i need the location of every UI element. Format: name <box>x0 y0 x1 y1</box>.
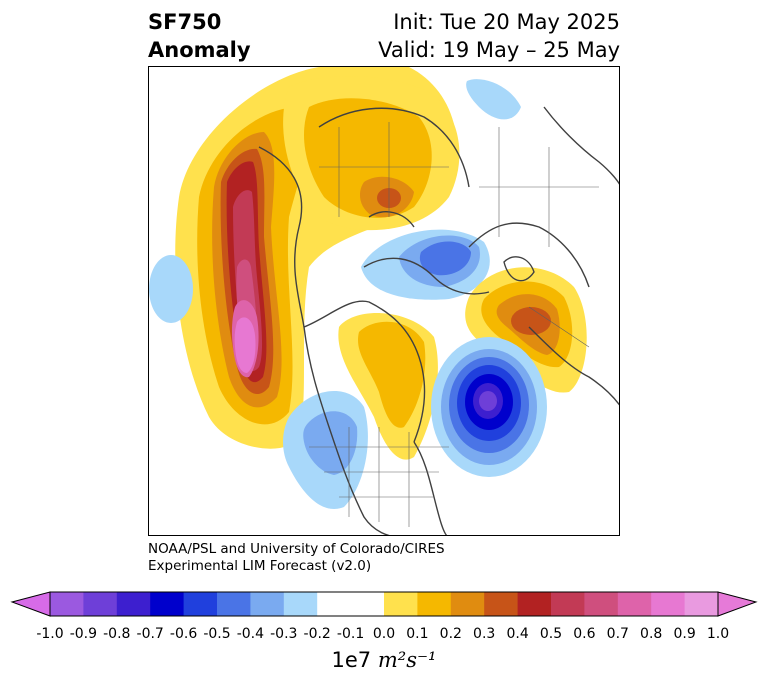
colorbar-tick-label: -0.8 <box>103 626 131 642</box>
colorbar-tick-label: -0.2 <box>303 626 331 642</box>
colorbar-tick-label: 0.6 <box>573 626 596 642</box>
colorbar-tick-label: -0.6 <box>169 626 198 642</box>
coastlines <box>258 106 619 535</box>
colorbar-cell <box>517 592 552 616</box>
negative-anomaly-west <box>149 255 193 323</box>
negative-anomaly-us <box>283 390 368 509</box>
colorbar-cell <box>116 592 151 616</box>
colorbar-tick-label: 0.8 <box>640 626 663 642</box>
unit-prefix: 1e7 <box>331 648 372 672</box>
colorbar-extend-low <box>10 591 51 617</box>
colorbar-cell <box>684 592 719 616</box>
colorbar-tick-label: -0.7 <box>136 626 164 642</box>
colorbar-cell <box>317 592 352 616</box>
colorbar-extend-high <box>717 591 758 617</box>
political-borders <box>309 122 599 527</box>
title-left: SF750 Anomaly <box>148 8 251 64</box>
colorbar-tick-label: -0.1 <box>336 626 365 642</box>
unit-label: m²s⁻¹ <box>377 648 437 672</box>
positive-anomaly-arctic <box>283 76 460 231</box>
credit-line-2: Experimental LIM Forecast (v2.0) <box>148 558 372 574</box>
colorbar-tick-label: 0.9 <box>673 626 696 642</box>
colorbar-tick-label: 0.5 <box>539 626 563 642</box>
colorbar-cell <box>83 592 118 616</box>
map-panel <box>148 66 620 536</box>
colorbar-tick-label: -1.0 <box>36 626 64 642</box>
colorbar-outline <box>49 591 719 617</box>
positive-anomaly-europe <box>465 267 587 393</box>
anomaly-map <box>149 67 619 535</box>
colorbar-cell <box>417 592 452 616</box>
colorbar-tick-label: -0.3 <box>270 626 298 642</box>
colorbar-tick-label: 0.3 <box>473 626 496 642</box>
colorbar-cell <box>50 592 84 616</box>
credit: NOAA/PSL and University of Colorado/CIRE… <box>148 541 445 575</box>
colorbar-cell <box>484 592 519 616</box>
credit-line-1: NOAA/PSL and University of Colorado/CIRE… <box>148 541 445 557</box>
colorbar-cell <box>617 592 652 616</box>
colorbar-cell <box>283 592 318 616</box>
colorbar-tick-label: 0.1 <box>406 626 429 642</box>
colorbar-tick-label: -0.5 <box>203 626 231 642</box>
colorbar-cell <box>450 592 485 616</box>
colorbar-tick-label: 0.2 <box>439 626 462 642</box>
colorbar-cell <box>551 592 585 616</box>
colorbar-units: 1e7 m²s⁻¹ <box>0 648 768 672</box>
valid-range: Valid: 19 May – 25 May <box>378 38 620 62</box>
colorbar-cell <box>651 592 686 616</box>
colorbar-cells <box>50 592 719 616</box>
colorbar-cell <box>350 592 385 616</box>
negative-anomaly-greenland <box>361 79 521 300</box>
field-type: Anomaly <box>148 38 251 62</box>
title-right: Init: Tue 20 May 2025 Valid: 19 May – 25… <box>378 8 620 64</box>
colorbar-cell <box>217 592 251 616</box>
colorbar-cell <box>584 592 619 616</box>
colorbar-tick-label: 1.0 <box>706 626 730 642</box>
colorbar-cell <box>183 592 218 616</box>
colorbar-cell <box>250 592 285 616</box>
positive-anomaly-canada <box>338 313 438 460</box>
init-date: Init: Tue 20 May 2025 <box>393 10 620 34</box>
field-name: SF750 <box>148 10 222 34</box>
colorbar-ticks: -1.0 -0.9 -0.8 -0.7 -0.6 -0.5 -0.4 -0.3 -0.2 -0.1… <box>0 626 768 646</box>
colorbar-cell <box>384 592 418 616</box>
colorbar-tick-label: 0.7 <box>606 626 629 642</box>
negative-anomaly-atlantic <box>431 337 547 477</box>
colorbar-tick-label: 0.0 <box>372 626 396 642</box>
colorbar-tick-label: -0.4 <box>236 626 265 642</box>
colorbar-cell <box>150 592 185 616</box>
colorbar <box>10 591 758 617</box>
colorbar-tick-label: 0.4 <box>506 626 529 642</box>
colorbar-tick-label: -0.9 <box>69 626 98 642</box>
